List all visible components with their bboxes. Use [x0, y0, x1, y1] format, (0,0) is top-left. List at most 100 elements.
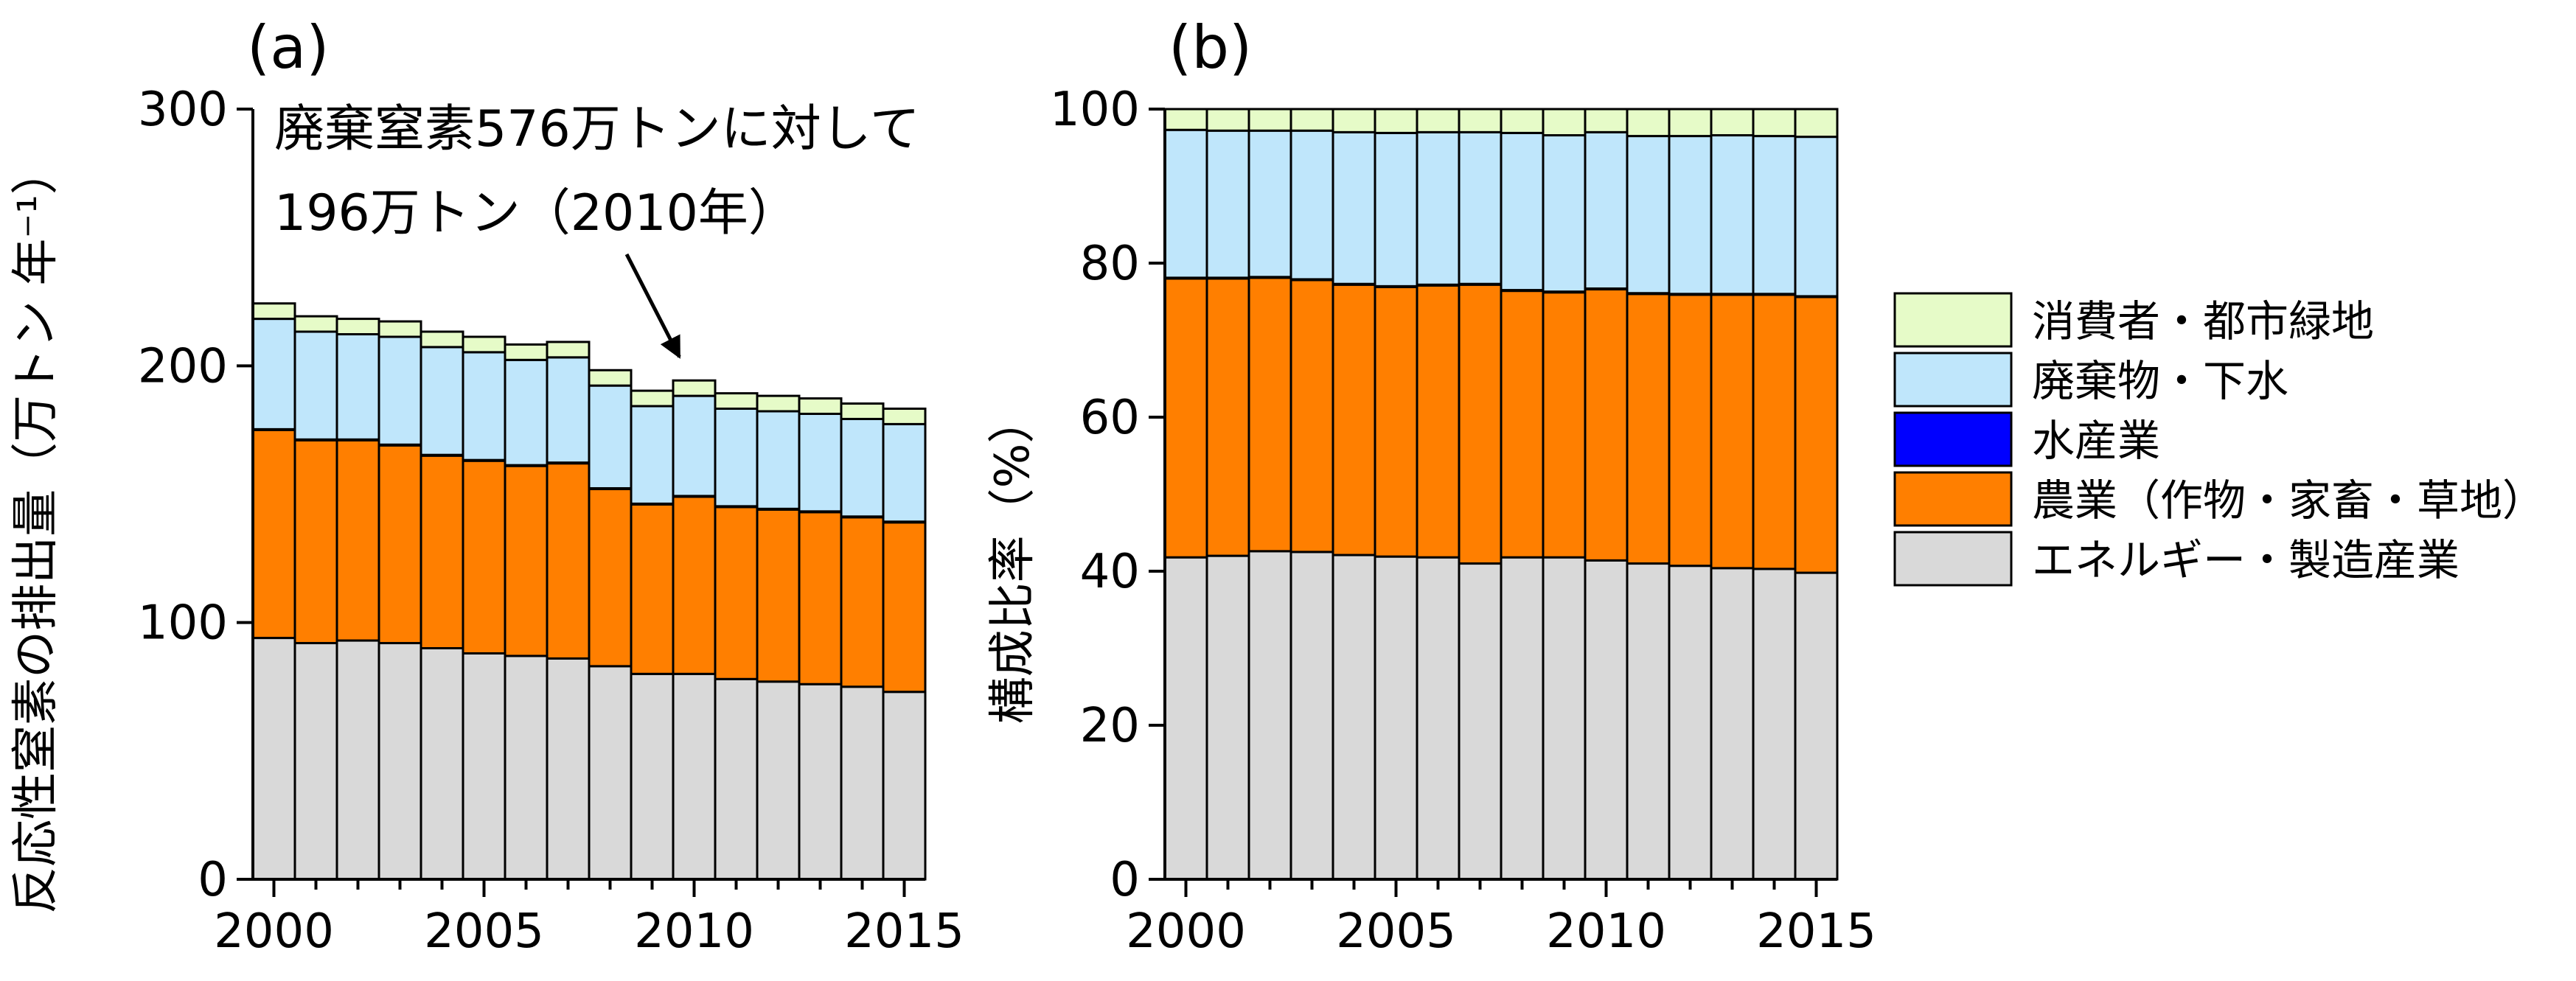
panel-a-bar-2007-energy — [546, 657, 591, 881]
panel-b-bar-2014-consumer — [1752, 108, 1797, 138]
panel-a-bar-2011-waste — [714, 408, 759, 508]
panel-a-y-axis-title: 反応性窒素の排出量（万トン 年⁻¹） — [9, 147, 63, 914]
panel-a-bar-2007-agriculture — [546, 462, 591, 660]
panel-b-bar-2004-waste — [1331, 130, 1376, 285]
panel-a-bar-2012-agriculture — [756, 508, 801, 683]
panel-a-bar-2014-energy — [840, 685, 885, 881]
annotation-arrow — [624, 253, 681, 359]
panel-a-bar-2009-energy — [630, 672, 675, 881]
panel-a-x-tick-label: 2010 — [634, 904, 754, 959]
panel-a-bar-2004-energy — [420, 647, 464, 881]
panel-b-bar-2005-consumer — [1374, 108, 1418, 134]
panel-a-bar-2014-waste — [840, 417, 885, 518]
panel-a-x-tick-label: 2000 — [214, 904, 334, 959]
panel-b-bar-2008-energy — [1500, 556, 1545, 881]
legend-item-consumer: 消費者・都市緑地 — [1893, 292, 2374, 348]
panel-a-bar-2001-energy — [293, 642, 338, 881]
panel-a-bar-2015-waste — [882, 422, 927, 523]
panel-b-bar-2010-waste — [1584, 130, 1629, 290]
panel-b-y-tick-label: 0 — [1110, 853, 1140, 907]
panel-a-bar-2009-consumer — [630, 389, 675, 408]
legend-label-waste: 廃棄物・下水 — [2032, 356, 2288, 406]
legend-swatch-agriculture — [1893, 471, 2013, 527]
panel-b-bar-2007-energy — [1458, 562, 1503, 881]
panel-b-bar-2000-waste — [1163, 128, 1208, 279]
panel-b-bar-2001-consumer — [1205, 108, 1250, 132]
panel-a-bar-2005-consumer — [462, 335, 507, 354]
panel-b-bar-2007-waste — [1458, 130, 1503, 285]
panel-a-bar-2003-agriculture — [377, 444, 422, 645]
panel-b-bar-2003-energy — [1289, 551, 1334, 881]
panel-a-bar-2015-agriculture — [882, 521, 927, 694]
panel-a-bar-2013-agriculture — [798, 511, 843, 685]
panel-a-bar-2011-energy — [714, 677, 759, 881]
panel-b-label: (b) — [1169, 13, 1252, 82]
panel-a-x-tick-label: 2015 — [844, 904, 964, 959]
panel-b-bar-2010-consumer — [1584, 108, 1629, 133]
panel-a-bar-2001-agriculture — [293, 439, 338, 645]
panel-b-bar-2005-energy — [1374, 555, 1418, 881]
panel-a-bar-2008-consumer — [588, 369, 633, 387]
panel-a-bar-2008-waste — [588, 384, 633, 489]
panel-b-bar-2004-consumer — [1331, 108, 1376, 133]
panel-a-bar-2002-consumer — [335, 318, 380, 335]
panel-b-bar-2015-energy — [1794, 571, 1839, 881]
panel-b-x-tick-label: 2000 — [1126, 904, 1246, 959]
annotation-line-1: 廃棄窒素576万トンに対して — [274, 100, 920, 158]
panel-a-bar-2002-energy — [335, 639, 380, 881]
panel-b-y-tick-label: 100 — [1050, 83, 1140, 137]
panel-a-bar-2005-waste — [462, 351, 507, 461]
panel-b-y-tick-label: 60 — [1080, 391, 1140, 445]
panel-a-bar-2009-agriculture — [630, 503, 675, 675]
panel-a-bar-2008-energy — [588, 665, 633, 881]
panel-a-annotation: 廃棄窒素576万トンに対して 196万トン（2010年） — [274, 100, 920, 359]
panel-b-bar-2008-agriculture — [1500, 290, 1545, 559]
panel-b-bar-2008-waste — [1500, 131, 1545, 292]
panel-a-bars — [251, 302, 927, 881]
panel-b-bar-2005-waste — [1374, 131, 1418, 287]
panel-a-bar-2010-agriculture — [672, 495, 717, 675]
panel-b-bar-2008-consumer — [1500, 108, 1545, 134]
panel-b-bar-2011-waste — [1626, 135, 1671, 295]
panel-a-bar-2003-energy — [377, 642, 422, 881]
panel-a-bar-2006-agriculture — [504, 464, 549, 657]
panel-a-y-tick-label: 100 — [138, 596, 228, 651]
panel-b-bar-2011-agriculture — [1626, 293, 1671, 565]
panel-a-bar-2012-consumer — [756, 394, 801, 413]
panel-b-x-tick-label: 2005 — [1336, 904, 1456, 959]
panel-a-ticks: 0 100 200 300 2000 2005 2010 2015 — [138, 83, 964, 959]
legend-swatch-consumer — [1893, 292, 2013, 348]
panel-b-bar-2002-consumer — [1247, 108, 1292, 132]
panel-b-bar-2002-agriculture — [1247, 276, 1292, 553]
panel-a-bar-2011-consumer — [714, 392, 759, 411]
panel-a-bar-2015-consumer — [882, 408, 927, 425]
panel-b-y-tick-label: 80 — [1080, 237, 1140, 291]
panel-a-bar-2013-waste — [798, 412, 843, 513]
panel-a-bar-2003-waste — [377, 335, 422, 446]
panel-a-y-tick-label: 300 — [138, 83, 228, 137]
panel-b-bar-2000-agriculture — [1163, 277, 1208, 559]
panel-a-bar-2008-agriculture — [588, 488, 633, 668]
panel-b-bar-2013-agriculture — [1710, 293, 1755, 570]
legend-swatch-waste — [1893, 352, 2013, 408]
legend-label-energy: エネルギー・製造産業 — [2032, 535, 2460, 585]
panel-b-bar-2006-energy — [1416, 556, 1461, 881]
panel-b-bar-2011-energy — [1626, 562, 1671, 881]
panel-a-bar-2000-energy — [251, 637, 296, 881]
panel-a-bar-2000-agriculture — [251, 428, 296, 640]
legend-item-energy: エネルギー・製造産業 — [1893, 531, 2460, 587]
panel-b-y-axis-title: 構成比率（%） — [986, 397, 1040, 725]
panel-a-label: (a) — [247, 13, 329, 82]
panel-b-bar-2013-waste — [1710, 134, 1755, 296]
panel-b-bar-2005-agriculture — [1374, 285, 1418, 558]
panel-b-bar-2002-waste — [1247, 129, 1292, 279]
panel-b-y-tick-label: 40 — [1080, 545, 1140, 599]
panel-a-bar-2012-energy — [756, 680, 801, 881]
panel-a-bar-2014-consumer — [840, 402, 885, 420]
panel-a-bar-2001-consumer — [293, 315, 338, 333]
panel-b-bar-2000-consumer — [1163, 108, 1208, 131]
legend-item-fishery: 水産業 — [1893, 411, 2160, 467]
annotation-line-2: 196万トン（2010年） — [274, 184, 798, 242]
panel-a-bar-2003-consumer — [377, 320, 422, 338]
panel-b-bar-2015-consumer — [1794, 108, 1839, 139]
